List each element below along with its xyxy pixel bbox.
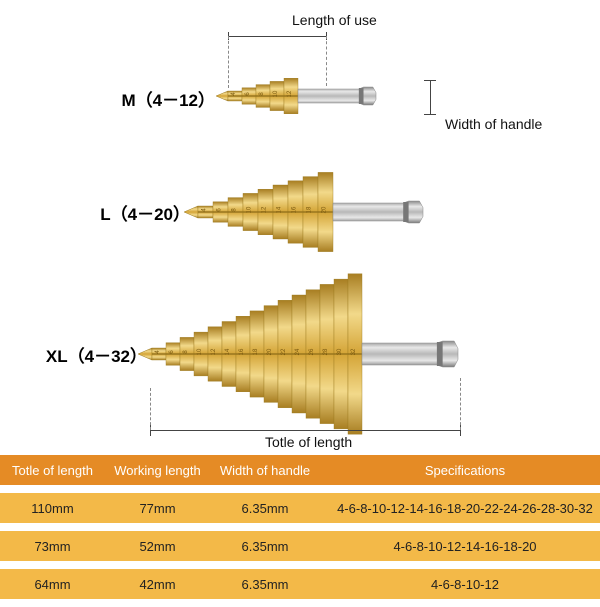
col-header: Specifications (320, 463, 600, 478)
table-cell: 4-6-8-10-12 (320, 577, 600, 592)
diagram-area: Length of use Width of handle M（4－12） L（… (0, 0, 600, 450)
table-row: 64mm42mm6.35mm4-6-8-10-12 (0, 569, 600, 599)
svg-text:28: 28 (323, 348, 329, 355)
svg-text:20: 20 (322, 206, 328, 213)
table-cell: 6.35mm (210, 501, 320, 516)
table-cell: 73mm (0, 539, 105, 554)
svg-text:16: 16 (239, 348, 245, 355)
svg-text:10: 10 (197, 348, 203, 355)
table-header-row: Totle of length Working length Width of … (0, 455, 600, 485)
table-cell: 6.35mm (210, 577, 320, 592)
svg-text:14: 14 (277, 206, 283, 213)
svg-text:32: 32 (351, 348, 357, 355)
svg-text:16: 16 (292, 206, 298, 213)
spec-table: Totle of length Working length Width of … (0, 455, 600, 607)
table-cell: 52mm (105, 539, 210, 554)
svg-text:22: 22 (281, 348, 287, 355)
svg-text:30: 30 (337, 348, 343, 355)
table-row: 73mm52mm6.35mm4-6-8-10-12-14-16-18-20 (0, 531, 600, 561)
col-header: Width of handle (210, 463, 320, 478)
svg-text:20: 20 (267, 348, 273, 355)
drill-l: 468101214161820 (184, 172, 423, 251)
svg-text:18: 18 (253, 348, 259, 355)
col-header: Working length (105, 463, 210, 478)
table-cell: 4-6-8-10-12-14-16-18-20-22-24-26-28-30-3… (320, 501, 600, 516)
table-cell: 64mm (0, 577, 105, 592)
table-cell: 6.35mm (210, 539, 320, 554)
table-cell: 42mm (105, 577, 210, 592)
col-header: Totle of length (0, 463, 105, 478)
table-cell: 4-6-8-10-12-14-16-18-20 (320, 539, 600, 554)
drill-xl: 468101214161820222426283032 (138, 274, 458, 434)
totle-of-length-label: Totle of length (265, 434, 352, 450)
table-cell: 110mm (0, 501, 105, 516)
svg-text:24: 24 (295, 348, 301, 355)
svg-text:10: 10 (273, 90, 279, 97)
table-row: 110mm77mm6.35mm4-6-8-10-12-14-16-18-20-2… (0, 493, 600, 523)
drill-canvas: 4681012468101214161820468101214161820222… (0, 0, 600, 450)
svg-text:10: 10 (247, 206, 253, 213)
svg-text:26: 26 (309, 348, 315, 355)
svg-text:12: 12 (287, 90, 293, 97)
totle-length-line (150, 430, 460, 431)
svg-text:14: 14 (225, 348, 231, 355)
svg-text:18: 18 (307, 206, 313, 213)
drill-m: 4681012 (216, 78, 376, 114)
svg-text:12: 12 (211, 348, 217, 355)
table-cell: 77mm (105, 501, 210, 516)
svg-text:12: 12 (262, 206, 268, 213)
